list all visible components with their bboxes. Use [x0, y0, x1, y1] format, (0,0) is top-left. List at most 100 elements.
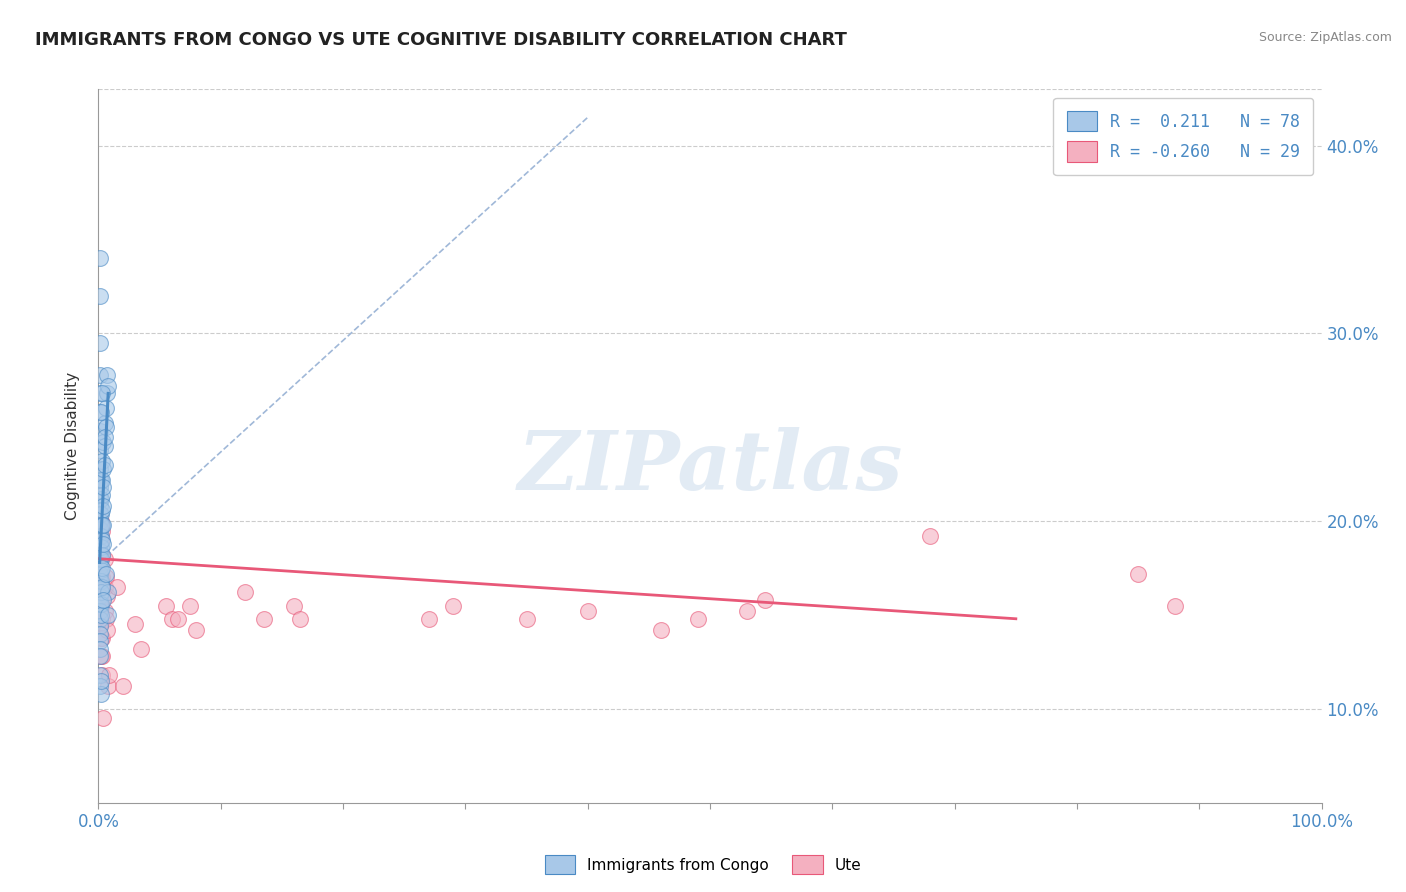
Point	[89, 634, 111, 648]
Point	[179, 599, 201, 613]
Point	[686, 612, 709, 626]
Point	[91, 488, 114, 502]
Point	[89, 522, 111, 536]
Point	[441, 599, 464, 613]
Point	[89, 604, 111, 618]
Point	[97, 679, 120, 693]
Point	[89, 386, 111, 401]
Point	[89, 480, 111, 494]
Point	[90, 570, 112, 584]
Point	[129, 641, 152, 656]
Point	[89, 668, 111, 682]
Point	[89, 442, 111, 457]
Point	[90, 517, 112, 532]
Point	[89, 627, 111, 641]
Point	[90, 631, 112, 645]
Point	[94, 420, 117, 434]
Point	[94, 612, 117, 626]
Point	[111, 679, 134, 693]
Point	[89, 499, 111, 513]
Point	[89, 597, 111, 611]
Point	[91, 533, 114, 547]
Point	[89, 251, 111, 265]
Point	[89, 424, 111, 438]
Point	[93, 551, 115, 566]
Point	[96, 589, 118, 603]
Point	[515, 612, 537, 626]
Y-axis label: Cognitive Disability: Cognitive Disability	[65, 372, 80, 520]
Point	[90, 585, 112, 599]
Point	[89, 461, 111, 475]
Point	[90, 473, 112, 487]
Point	[91, 536, 114, 550]
Point	[167, 612, 190, 626]
Point	[90, 563, 112, 577]
Point	[90, 533, 112, 547]
Point	[91, 580, 114, 594]
Point	[160, 612, 183, 626]
Point	[98, 668, 121, 682]
Point	[91, 612, 114, 626]
Point	[90, 615, 112, 630]
Point	[89, 612, 111, 626]
Point	[90, 551, 112, 566]
Point	[96, 623, 118, 637]
Point	[91, 499, 114, 513]
Point	[89, 679, 111, 693]
Point	[89, 473, 111, 487]
Point	[90, 491, 112, 506]
Text: IMMIGRANTS FROM CONGO VS UTE COGNITIVE DISABILITY CORRELATION CHART: IMMIGRANTS FROM CONGO VS UTE COGNITIVE D…	[35, 31, 846, 49]
Point	[96, 386, 118, 401]
Point	[97, 379, 120, 393]
Point	[89, 514, 111, 528]
Point	[89, 649, 111, 664]
Point	[90, 507, 112, 521]
Point	[91, 561, 114, 575]
Point	[91, 473, 114, 487]
Point	[93, 439, 115, 453]
Point	[89, 507, 111, 521]
Point	[91, 435, 114, 450]
Point	[1164, 599, 1187, 613]
Point	[91, 517, 114, 532]
Point	[91, 711, 114, 725]
Point	[89, 551, 111, 566]
Point	[91, 668, 114, 682]
Point	[90, 514, 112, 528]
Point	[89, 405, 111, 419]
Point	[89, 566, 111, 581]
Point	[97, 607, 120, 622]
Point	[94, 570, 117, 584]
Point	[89, 574, 111, 589]
Text: ZIPatlas: ZIPatlas	[517, 427, 903, 508]
Point	[90, 673, 112, 688]
Point	[90, 600, 112, 615]
Point	[650, 623, 672, 637]
Point	[89, 368, 111, 382]
Point	[89, 559, 111, 574]
Point	[89, 335, 111, 350]
Point	[90, 574, 112, 589]
Point	[93, 580, 115, 594]
Point	[91, 503, 114, 517]
Point	[93, 604, 115, 618]
Point	[94, 401, 117, 416]
Point	[90, 551, 112, 566]
Point	[91, 593, 114, 607]
Point	[90, 529, 112, 543]
Point	[124, 617, 146, 632]
Point	[233, 585, 256, 599]
Point	[89, 544, 111, 558]
Point	[91, 524, 114, 538]
Point	[252, 612, 274, 626]
Point	[91, 386, 114, 401]
Point	[90, 607, 112, 622]
Point	[1128, 566, 1150, 581]
Point	[90, 687, 112, 701]
Point	[105, 580, 128, 594]
Text: Source: ZipAtlas.com: Source: ZipAtlas.com	[1258, 31, 1392, 45]
Point	[91, 593, 114, 607]
Point	[283, 599, 305, 613]
Point	[93, 429, 115, 443]
Point	[91, 548, 114, 562]
